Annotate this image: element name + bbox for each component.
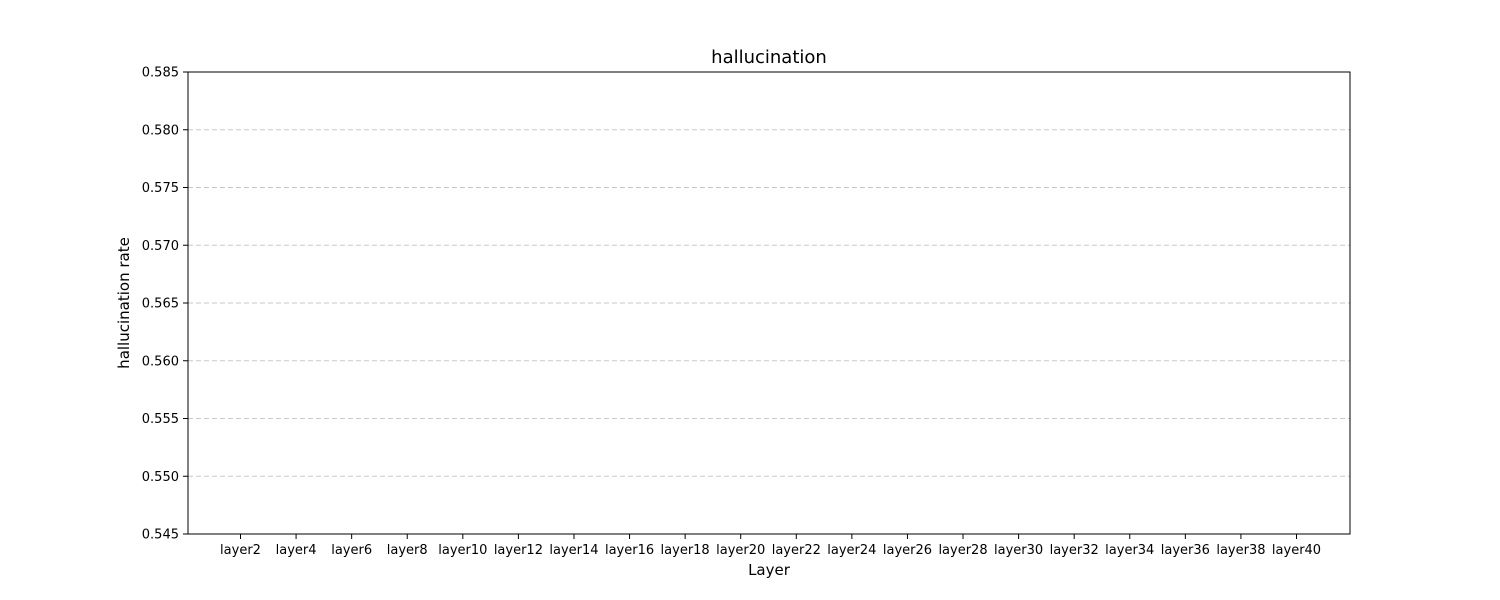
x-tick-label-layer24: layer24 [827,543,876,558]
y-tick-label: 0.550 [142,470,179,485]
grid-layer [188,129,1350,477]
x-tick-label-layer18: layer18 [661,543,710,558]
x-tick-label-layer20: layer20 [716,543,765,558]
y-axis: 0.545 0.550 0.555 0.560 0.565 0.570 0.575 0.580… [142,66,188,543]
x-tick-label-layer4: layer4 [276,543,317,558]
x-axis: layer2 layer4 layer6 layer8 layer10 layer12 la… [220,534,1321,558]
x-tick-label-layer36: layer36 [1161,543,1210,558]
x-tick-label-layer30: layer30 [994,543,1043,558]
y-tick-label: 0.580 [142,123,179,138]
x-tick-label-layer32: layer32 [1050,543,1099,558]
y-tick-label: 0.570 [142,239,179,254]
y-tick-label: 0.545 [142,528,179,543]
y-tick-label: 0.585 [142,66,179,81]
y-tick-label: 0.555 [142,412,179,427]
x-axis-label: Layer [748,561,791,579]
x-tick-label-layer28: layer28 [938,543,987,558]
x-tick-label-layer2: layer2 [220,543,261,558]
x-tick-label-layer22: layer22 [772,543,821,558]
chart-title: hallucination [711,47,827,68]
y-tick-label: 0.560 [142,354,179,369]
plot-area-frame [187,71,1351,535]
x-tick-label-layer8: layer8 [387,543,428,558]
x-tick-label-layer38: layer38 [1216,543,1265,558]
x-tick-label-layer16: layer16 [605,543,654,558]
x-tick-label-layer34: layer34 [1105,543,1154,558]
x-tick-label-layer26: layer26 [883,543,932,558]
x-tick-label-layer40: layer40 [1272,543,1321,558]
x-tick-label-layer14: layer14 [549,543,598,558]
x-tick-label-layer6: layer6 [331,543,372,558]
y-axis-label: hallucination rate [115,237,133,369]
x-tick-label-layer12: layer12 [494,543,543,558]
y-tick-label: 0.565 [142,297,179,312]
x-tick-label-layer10: layer10 [438,543,487,558]
y-tick-label: 0.575 [142,181,179,196]
